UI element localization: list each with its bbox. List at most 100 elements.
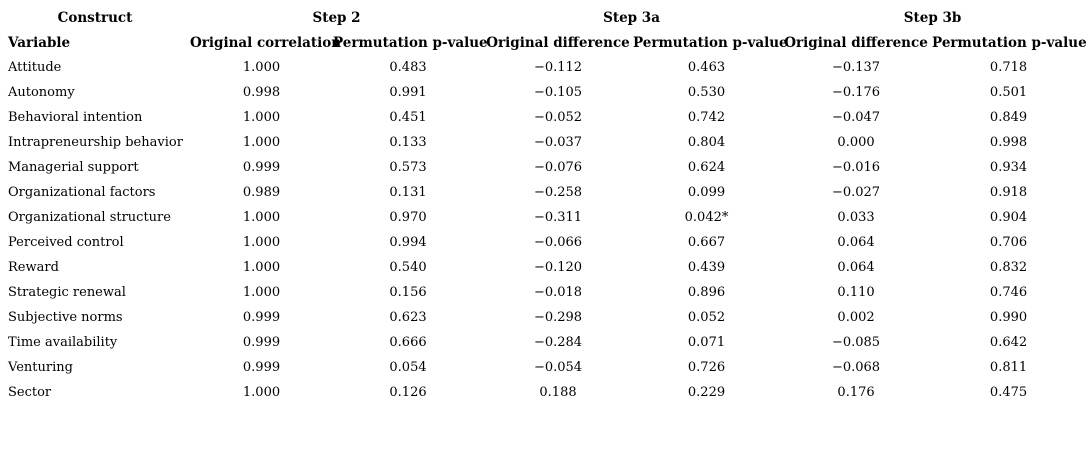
- value-cell: 0.054: [389, 360, 427, 375]
- value-cell: −0.311: [533, 210, 583, 225]
- value-cell: 0.990: [989, 310, 1028, 325]
- variable-name-cell: Autonomy: [8, 85, 75, 100]
- value-cell: 0.439: [687, 260, 726, 275]
- value-cell: −0.016: [831, 160, 881, 175]
- value-cell: 0.742: [687, 110, 726, 125]
- value-cell: 0.904: [989, 210, 1028, 225]
- value-cell: 0.726: [687, 360, 726, 375]
- value-cell: −0.047: [831, 110, 881, 125]
- value-cell: 0.110: [837, 285, 875, 300]
- value-cell: −0.076: [533, 160, 583, 175]
- value-cell: −0.027: [831, 185, 881, 200]
- value-cell: 0.999: [242, 360, 281, 375]
- value-cell: 1.000: [242, 260, 281, 275]
- table-row: Organizational structure 1.000 0.970 −0.311…: [0, 205, 1085, 230]
- value-cell: −0.176: [831, 85, 881, 100]
- value-cell: 0.501: [989, 85, 1028, 100]
- value-cell: 0.064: [837, 235, 875, 250]
- variable-name-cell: Venturing: [8, 360, 73, 375]
- column-header-original-difference-step3b: Original difference: [784, 34, 928, 51]
- table-row: Autonomy 0.998 0.991 −0.105 0.530 −0.176 0.501: [0, 80, 1085, 105]
- value-cell: 0.849: [989, 110, 1028, 125]
- value-cell: 0.156: [389, 285, 427, 300]
- group-header-step3b: Step 3b: [903, 9, 962, 26]
- value-cell: −0.112: [533, 60, 583, 75]
- value-cell: −0.068: [831, 360, 881, 375]
- value-cell: 1.000: [242, 385, 281, 400]
- variable-name-cell: Subjective norms: [8, 310, 123, 325]
- value-cell: 0.188: [539, 385, 577, 400]
- variable-name-cell: Reward: [8, 260, 59, 275]
- value-cell: 0.126: [389, 385, 427, 400]
- value-cell: 0.804: [687, 135, 726, 150]
- variable-name-cell: Attitude: [8, 60, 62, 75]
- column-header-variable: Variable: [8, 34, 71, 51]
- variable-name-cell: Strategic renewal: [8, 285, 126, 300]
- value-cell: 0.994: [389, 235, 427, 250]
- value-cell: −0.037: [533, 135, 583, 150]
- value-cell: 0.033: [837, 210, 875, 225]
- value-cell: 0.624: [687, 160, 726, 175]
- value-cell: 0.832: [989, 260, 1028, 275]
- variable-name-cell: Managerial support: [8, 160, 139, 175]
- variable-name-cell: Intrapreneurship behavior: [8, 135, 183, 150]
- value-cell: −0.284: [533, 335, 583, 350]
- value-cell: 0.463: [687, 60, 726, 75]
- value-cell: 0.934: [989, 160, 1028, 175]
- value-cell: 0.176: [837, 385, 875, 400]
- value-cell: 1.000: [242, 135, 281, 150]
- variable-name-cell: Time availability: [8, 335, 118, 350]
- value-cell: 0.064: [837, 260, 875, 275]
- variable-name-cell: Perceived control: [8, 235, 124, 250]
- table-row: Time availability 0.999 0.666 −0.284 0.071 −0…: [0, 330, 1085, 355]
- column-header-permutation-p-value-step2: Permutation p-value: [333, 34, 488, 51]
- group-header-construct: Construct: [57, 9, 133, 26]
- value-cell: 0.999: [242, 335, 281, 350]
- column-header-permutation-p-value-step3a: Permutation p-value: [633, 34, 788, 51]
- value-cell: −0.258: [533, 185, 583, 200]
- value-cell: −0.066: [533, 235, 583, 250]
- column-header-original-difference-step3a: Original difference: [486, 34, 630, 51]
- table-row: Reward 1.000 0.540 −0.120 0.439 0.064 0.832: [0, 255, 1085, 280]
- value-cell: 0.131: [389, 185, 427, 200]
- value-cell: 0.999: [242, 310, 281, 325]
- variable-name-cell: Organizational structure: [8, 210, 171, 225]
- permutation-test-results-table: Construct Step 2 Step 3a Step 3b Variabl…: [0, 5, 1087, 405]
- value-cell: 0.052: [687, 310, 726, 325]
- group-header-step2: Step 2: [312, 9, 361, 26]
- group-header-step3a: Step 3a: [603, 9, 660, 26]
- value-cell: 0.811: [989, 360, 1028, 375]
- table-row: Perceived control 1.000 0.994 −0.066 0.667 0.…: [0, 230, 1085, 255]
- value-cell: 1.000: [242, 235, 281, 250]
- value-cell: 0.706: [989, 235, 1028, 250]
- table-row: Managerial support 0.999 0.573 −0.076 0.624 −…: [0, 155, 1085, 180]
- column-header-row: Variable Original correlation Permutatio…: [0, 30, 1087, 55]
- value-cell: 0.540: [389, 260, 427, 275]
- value-cell: 0.991: [389, 85, 427, 100]
- value-cell: 1.000: [242, 110, 281, 125]
- value-cell: 0.718: [989, 60, 1028, 75]
- value-cell: 0.451: [389, 110, 427, 125]
- column-header-permutation-p-value-step3b: Permutation p-value: [932, 34, 1087, 51]
- value-cell: −0.052: [533, 110, 583, 125]
- table-row: Subjective norms 0.999 0.623 −0.298 0.052 0.0…: [0, 305, 1085, 330]
- value-cell: 0.667: [687, 235, 726, 250]
- table-body: Attitude 1.000 0.483 −0.112 0.463 −0.137 0.718…: [0, 55, 1085, 405]
- column-header-original-correlation: Original correlation: [190, 34, 342, 51]
- value-cell: 0.475: [989, 385, 1028, 400]
- table-row: Venturing 0.999 0.054 −0.054 0.726 −0.068 0.81…: [0, 355, 1085, 380]
- variable-name-cell: Behavioral intention: [8, 110, 143, 125]
- value-cell: 1.000: [242, 60, 281, 75]
- group-header-row: Construct Step 2 Step 3a Step 3b: [0, 5, 1085, 30]
- table-row: Organizational factors 0.989 0.131 −0.258 0.…: [0, 180, 1085, 205]
- value-cell: 0.000: [837, 135, 875, 150]
- value-cell: 0.042*: [684, 210, 729, 225]
- value-cell: 0.099: [687, 185, 726, 200]
- value-cell: −0.120: [533, 260, 583, 275]
- value-cell: 0.623: [389, 310, 427, 325]
- value-cell: 0.746: [989, 285, 1028, 300]
- value-cell: 0.998: [242, 85, 281, 100]
- table-row: Attitude 1.000 0.483 −0.112 0.463 −0.137 0.718: [0, 55, 1085, 80]
- value-cell: −0.105: [533, 85, 583, 100]
